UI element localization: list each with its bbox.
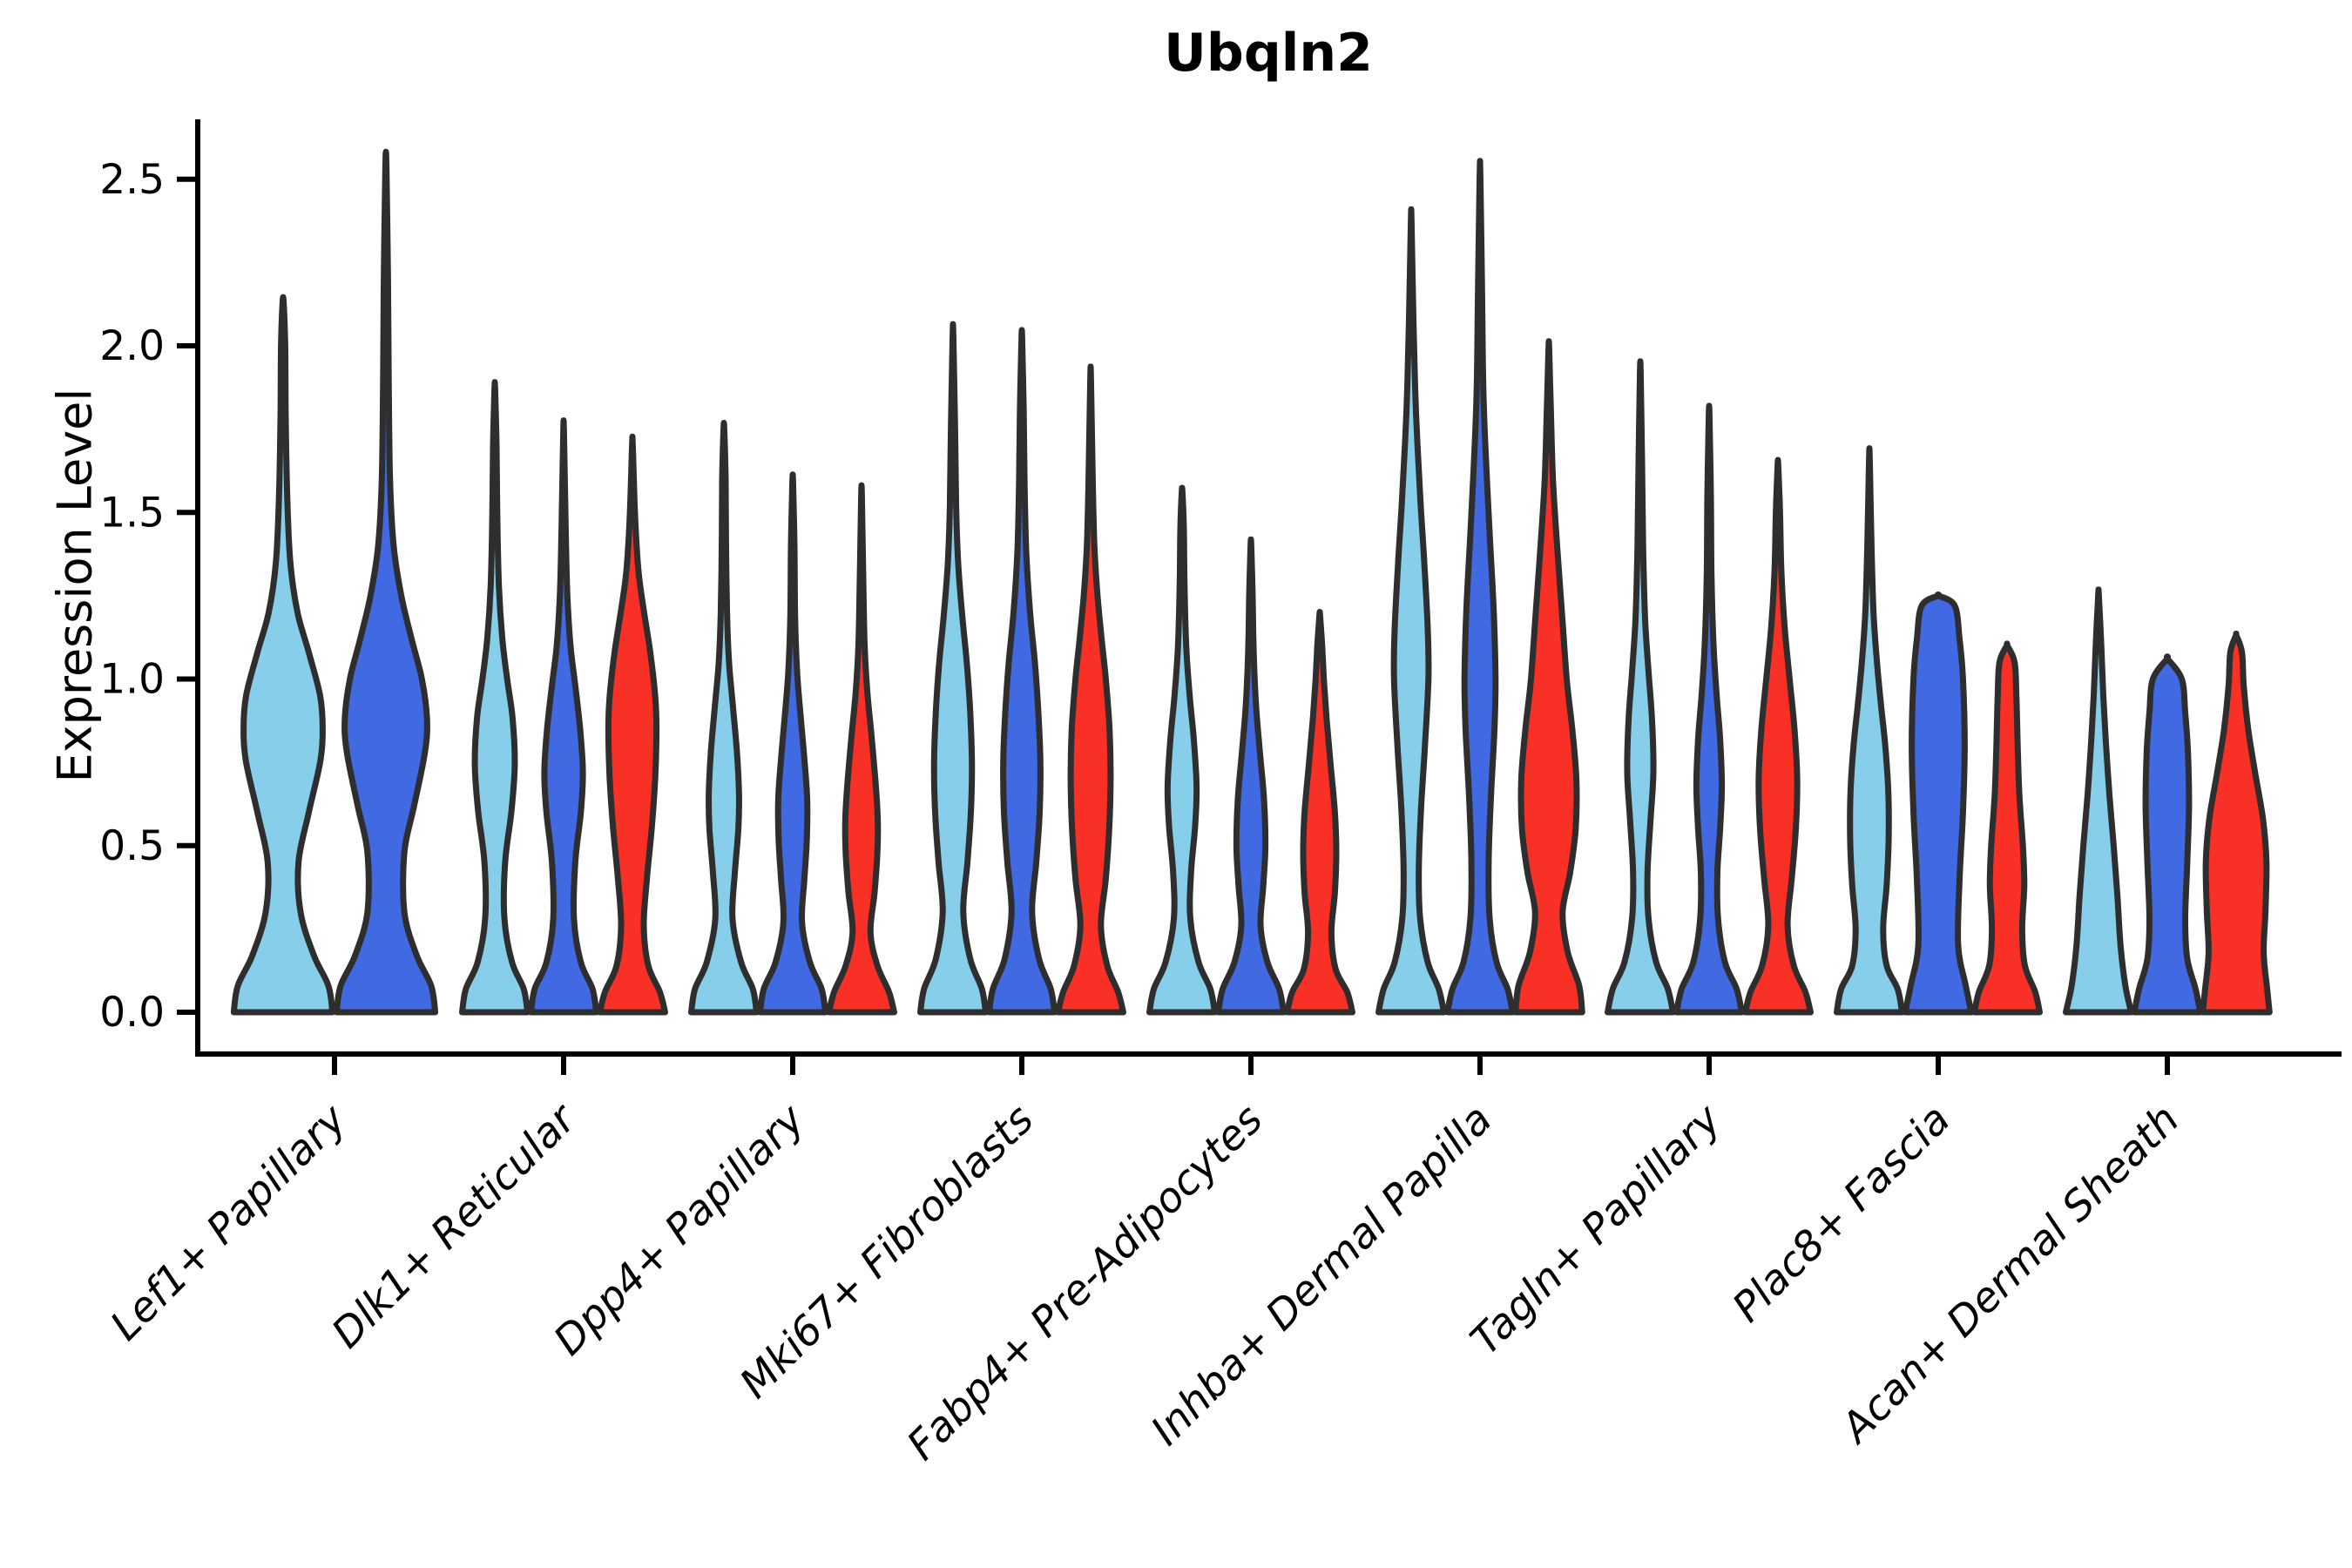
x-tick-label: Lef1+ Papillary [101,1095,356,1350]
violin [597,433,668,1016]
violin [2063,586,2134,1016]
y-tick-label: 0.0 [99,989,165,1037]
violin [1055,363,1126,1016]
axes-spines [195,119,2342,1057]
violin [2200,630,2273,1016]
violin [1375,206,1447,1016]
chart-title: Ubqln2 [1164,23,1373,84]
x-tick-label: Dlk1+ Reticular [323,1094,587,1358]
violin [230,294,336,1016]
x-tick-label: Tagln+ Papillary [1462,1095,1732,1365]
violin [333,148,439,1016]
violin [528,417,599,1016]
violin [1902,591,1975,1016]
violin [1605,358,1676,1016]
violin [917,321,989,1016]
y-tick-label: 2.5 [99,156,165,204]
x-tick-label: Plac8+ Fascia [1723,1096,1959,1332]
violin [688,419,760,1016]
violin [1834,445,1905,1016]
violin [1215,536,1287,1016]
y-tick-label: 0.5 [99,822,165,870]
violin [1742,456,1814,1016]
violin [459,379,531,1016]
violin [1146,484,1218,1016]
y-tick-label: 1.0 [99,656,165,704]
violin [1512,338,1585,1016]
y-axis-title: Expression Level [47,388,103,783]
y-tick-label: 2.0 [99,322,165,370]
violin [1284,609,1355,1016]
violin [1971,640,2043,1016]
violin [1673,402,1745,1016]
violin [2131,653,2204,1016]
violin [1444,158,1516,1016]
violin [826,482,897,1016]
violin [986,327,1058,1016]
violin [757,471,828,1016]
y-tick-label: 1.5 [99,489,165,537]
x-tick-label: Dpp4+ Papillary [544,1095,814,1365]
